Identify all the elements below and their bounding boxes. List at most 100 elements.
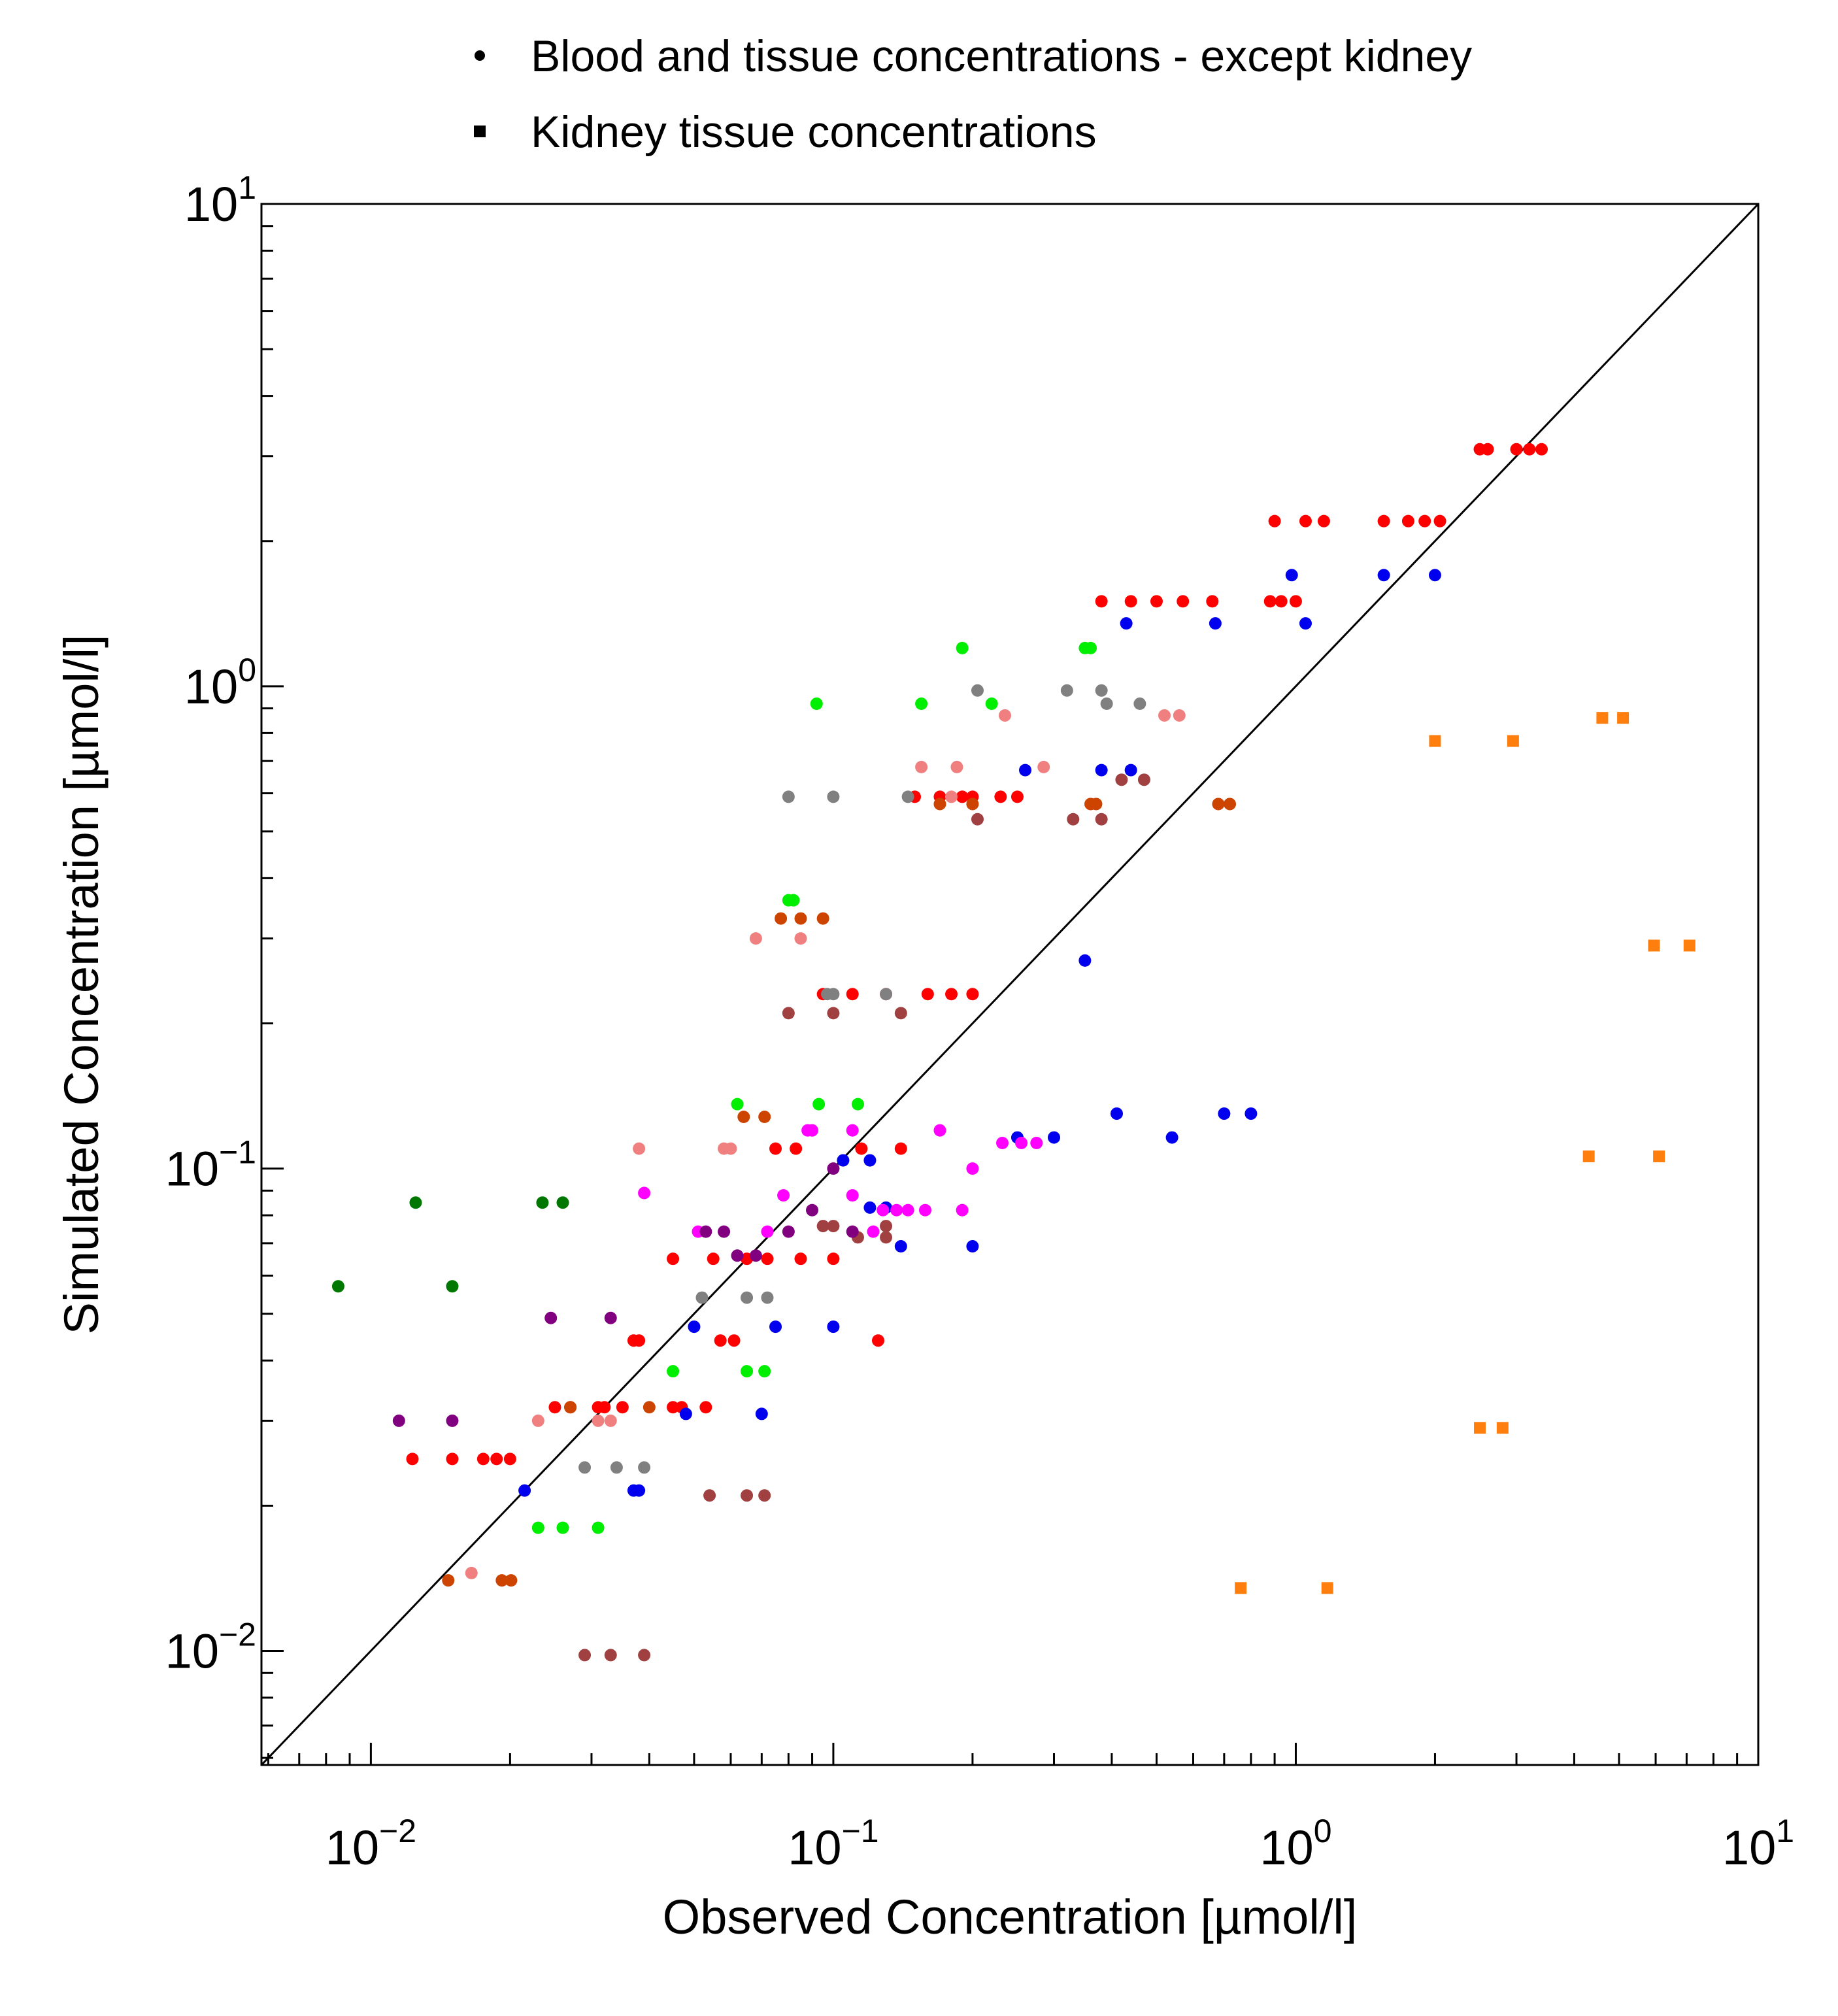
kidney-point [1474,1422,1486,1434]
tissue-point [846,1189,859,1202]
tissue-point [775,912,788,925]
tissue-point [846,1225,859,1238]
tissue-point [1095,684,1108,697]
kidney-point [1496,1422,1509,1434]
tissue-point [1015,1136,1028,1149]
tissue-point [877,1203,890,1217]
tissue-point [1263,595,1277,608]
tissue-point [985,697,998,711]
tissue-point [465,1566,478,1579]
tissue-point [790,1142,803,1155]
legend-label-blood: Blood and tissue concentrations - except… [531,31,1472,81]
tissue-point [495,1574,509,1587]
tissue-point [996,1136,1009,1149]
kidney-point [1683,939,1696,952]
tissue-point [1011,790,1024,803]
tissue-point [1037,760,1050,773]
tissue-point [490,1453,503,1466]
y-tick-label: 10−2 [165,1616,256,1678]
tissue-point [816,1220,829,1233]
tissue-point [610,1461,623,1474]
tissue-point [971,684,984,697]
tissue-point [1110,1107,1123,1120]
tissue-point [966,988,979,1001]
kidney-point [1617,712,1629,724]
tissue-point [1218,1107,1231,1120]
tissue-point [392,1414,405,1427]
tissue-point [810,697,823,711]
tissue-point [1095,595,1108,608]
kidney-point [1235,1582,1247,1594]
tissue-point [718,1225,731,1238]
tissue-point [1377,514,1390,528]
x-tick-label: 10−2 [326,1813,416,1875]
tissue-point [409,1196,422,1209]
tissue-point [564,1401,577,1414]
tissue-point [592,1521,605,1534]
tissue-point [827,1162,840,1175]
tissue-point [741,1291,754,1304]
tissue-point [604,1414,617,1427]
tissue-point [966,1240,979,1253]
tissue-point [1060,684,1073,697]
tissue-point [699,1401,712,1414]
kidney-point [1596,712,1609,724]
tissue-point [679,1407,692,1420]
tissue-point [933,798,946,811]
tissue-point [1120,617,1133,630]
tissue-point [1100,697,1113,711]
tissue-point [1275,595,1288,608]
axes: 10−2 10−1 100 101 10−2 10−1 100 101 [165,169,1794,1875]
tissue-point [556,1521,569,1534]
tissue-point [331,1280,344,1293]
tissue-point [761,1291,774,1304]
tissue-point [1165,1131,1178,1144]
tissue-point [1481,443,1494,456]
tissue-point [755,1407,768,1420]
tissue-point [827,1320,840,1334]
tissue-point [1428,569,1441,582]
tissue-point [1317,514,1330,528]
tissue-point [846,1124,859,1137]
tissue-point [1206,595,1219,608]
tissue-point [749,1249,762,1262]
tissue-point [633,1334,646,1347]
tissue-point [616,1401,629,1414]
tissue-point [901,1203,914,1217]
tissue-point [956,1203,969,1217]
tissue-point [945,790,958,803]
plot-frame [260,203,1760,1766]
tissue-point [761,1252,774,1266]
x-axis-title: Observed Concentration [µmol/l] [663,1890,1358,1944]
legend-label-kidney: Kidney tissue concentrations [531,107,1097,157]
tissue-point [794,1252,807,1266]
tissue-point [741,1489,754,1502]
tissue-point [1133,697,1146,711]
tissue-point [855,1142,868,1155]
tissue-point [827,790,840,803]
y-tick-label: 101 [184,169,256,231]
tissue-point [1095,764,1108,777]
y-axis-title: Simulated Concentration [µmol/l] [54,635,109,1335]
tissue-point [1523,443,1536,456]
tissue-point [556,1196,569,1209]
tissue-point [863,1154,877,1167]
tissue-point [1115,773,1128,786]
kidney-point [1429,735,1441,747]
tissue-point [707,1252,720,1266]
tissue-point [505,1574,518,1587]
kidney-point [1648,939,1660,952]
tissue-point [714,1334,727,1347]
tissue-point [933,1124,946,1137]
tissue-point [782,1007,795,1020]
tissue-point [604,1311,617,1324]
tissue-point [871,1334,884,1347]
tissue-point [837,1154,850,1167]
tissue-point [1535,443,1548,456]
tissue-point [950,760,963,773]
tissue-point [737,1111,750,1124]
legend-marker-square [474,126,486,137]
legend: Blood and tissue concentrations - except… [474,31,1472,157]
tissue-point [536,1196,549,1209]
tissue-point [1418,514,1431,528]
